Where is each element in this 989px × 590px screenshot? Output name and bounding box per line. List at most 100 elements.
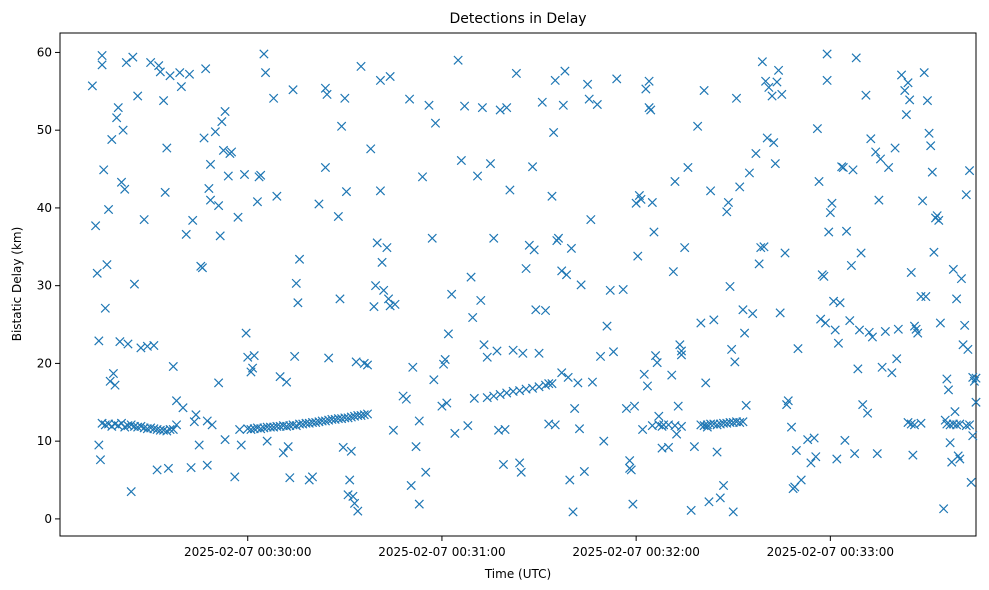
data-point xyxy=(699,85,709,96)
data-point xyxy=(120,184,130,194)
data-point xyxy=(608,347,619,357)
data-point xyxy=(963,344,973,355)
data-point xyxy=(112,113,122,123)
data-point xyxy=(94,440,104,450)
data-point xyxy=(269,93,279,103)
data-point xyxy=(168,424,178,435)
data-point xyxy=(375,75,386,86)
data-point xyxy=(500,424,510,435)
y-tick-label: 40 xyxy=(37,201,52,215)
data-point xyxy=(262,422,272,432)
data-point xyxy=(233,212,243,222)
data-point xyxy=(825,207,835,218)
data-point xyxy=(916,418,926,428)
data-point xyxy=(961,190,971,200)
data-point xyxy=(324,353,334,363)
data-point xyxy=(388,425,399,435)
data-point xyxy=(956,274,967,284)
data-point xyxy=(210,127,220,137)
data-point xyxy=(709,419,719,429)
data-point xyxy=(709,315,719,325)
x-tick-label: 2025-02-07 00:31:00 xyxy=(378,545,505,559)
x-tick-label: 2025-02-07 00:30:00 xyxy=(184,545,311,559)
data-point xyxy=(205,159,216,170)
data-point xyxy=(570,403,580,414)
data-point xyxy=(913,328,923,338)
data-point xyxy=(155,67,165,77)
data-point xyxy=(320,162,331,173)
data-point xyxy=(822,75,832,86)
data-point xyxy=(574,424,585,434)
data-point xyxy=(670,176,680,187)
data-point xyxy=(811,452,821,462)
data-point xyxy=(905,95,915,105)
data-point xyxy=(950,406,960,417)
data-point xyxy=(291,278,301,288)
data-point xyxy=(217,117,227,127)
data-point xyxy=(202,460,212,470)
data-point xyxy=(320,83,331,93)
data-point xyxy=(728,507,738,517)
data-point xyxy=(893,324,903,334)
data-point xyxy=(735,417,745,428)
data-point xyxy=(408,362,418,372)
data-point xyxy=(230,472,240,482)
data-point xyxy=(953,451,963,461)
x-tick-label: 2025-02-07 00:32:00 xyxy=(572,545,699,559)
data-point xyxy=(786,422,797,432)
data-point xyxy=(872,448,882,459)
data-point xyxy=(856,248,866,258)
data-point xyxy=(115,337,125,347)
data-point xyxy=(281,377,292,387)
data-point xyxy=(382,242,392,253)
data-point xyxy=(152,465,162,475)
data-point xyxy=(760,76,771,86)
data-point xyxy=(359,410,369,420)
data-point xyxy=(377,257,387,267)
data-point xyxy=(293,298,303,308)
data-point xyxy=(862,408,873,418)
data-point xyxy=(744,168,755,178)
data-point xyxy=(103,204,114,215)
data-point xyxy=(686,505,696,515)
data-point xyxy=(129,421,140,432)
data-point xyxy=(924,128,934,138)
y-tick-label: 10 xyxy=(37,434,52,448)
data-point xyxy=(107,134,117,145)
data-point xyxy=(197,263,208,273)
data-point xyxy=(773,65,784,75)
data-point xyxy=(629,401,640,411)
data-point xyxy=(922,96,933,106)
data-point xyxy=(636,194,646,204)
data-point xyxy=(544,378,554,389)
data-point xyxy=(906,419,916,429)
data-point xyxy=(165,424,175,435)
data-point xyxy=(565,475,575,485)
data-point xyxy=(498,459,509,470)
data-point xyxy=(906,267,916,278)
data-point xyxy=(472,171,483,181)
data-point xyxy=(921,291,931,302)
data-point xyxy=(171,420,182,430)
data-point xyxy=(759,242,769,252)
data-point xyxy=(628,499,638,509)
data-point xyxy=(647,197,657,208)
data-point xyxy=(466,272,476,282)
data-point xyxy=(845,316,855,326)
data-point xyxy=(369,302,379,312)
data-point xyxy=(139,423,149,433)
data-point xyxy=(146,57,156,68)
data-point xyxy=(100,303,110,313)
data-point xyxy=(676,346,687,356)
data-point xyxy=(689,441,700,452)
data-point xyxy=(582,79,593,89)
data-point xyxy=(738,417,748,427)
data-point xyxy=(348,491,358,501)
data-point xyxy=(853,364,863,374)
data-point xyxy=(727,344,737,355)
data-point xyxy=(383,294,394,304)
data-point xyxy=(854,325,865,335)
data-point xyxy=(204,183,214,194)
data-point xyxy=(867,332,878,342)
data-point xyxy=(256,170,266,180)
